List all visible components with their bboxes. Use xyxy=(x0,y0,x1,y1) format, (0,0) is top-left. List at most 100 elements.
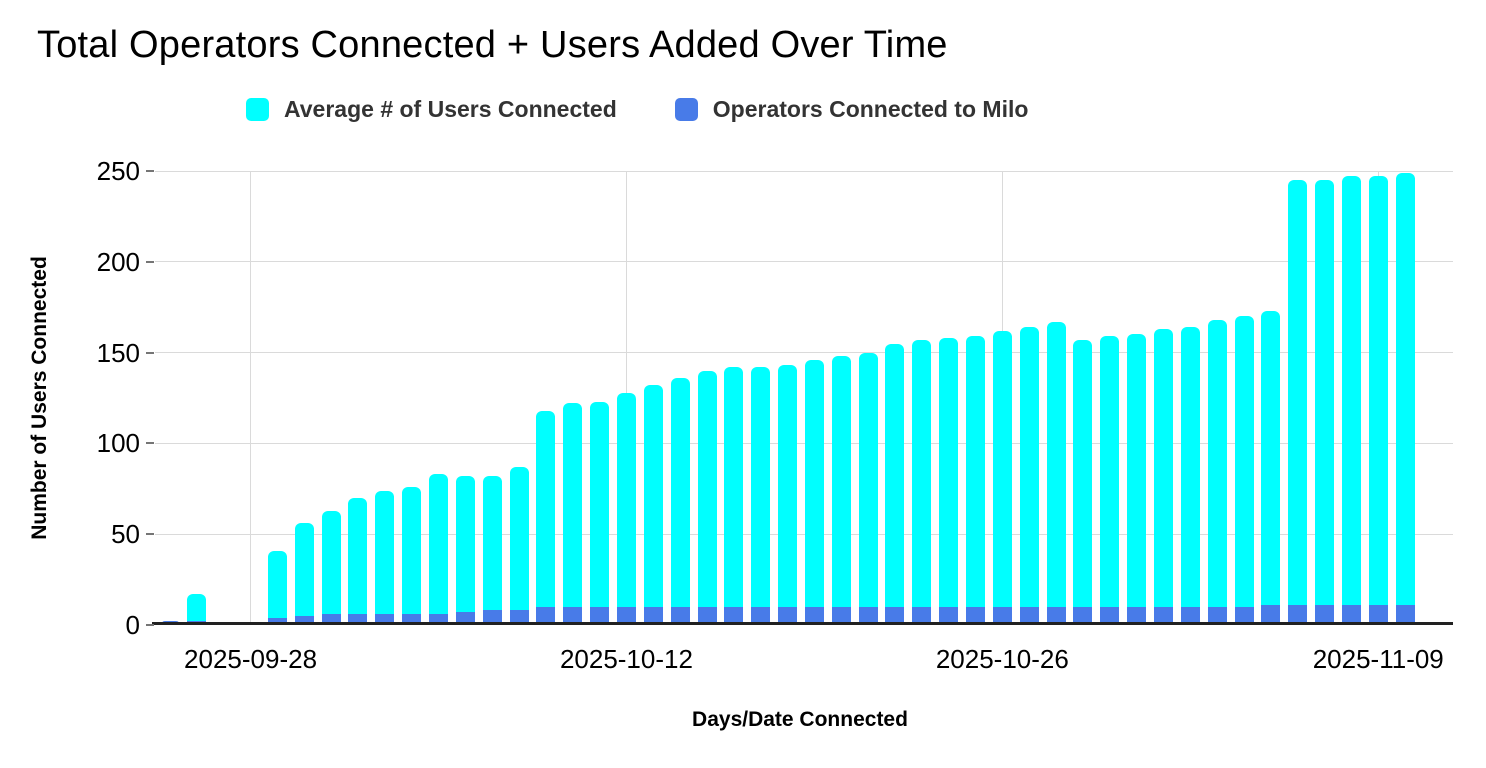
bar-segment-users[interactable] xyxy=(1073,339,1093,607)
bar-segment-users[interactable] xyxy=(1046,321,1066,607)
users-series-swatch xyxy=(246,98,269,121)
bar-segment-operators[interactable] xyxy=(429,614,448,625)
bar-segment-users[interactable] xyxy=(429,474,448,615)
bar-segment-users[interactable] xyxy=(1019,327,1039,607)
bar-segment-users[interactable] xyxy=(1100,336,1120,607)
bar-segment-users[interactable] xyxy=(321,510,341,615)
chart-title: Total Operators Connected + Users Added … xyxy=(37,24,948,66)
bar-segment-users[interactable] xyxy=(885,343,905,607)
bar-segment-users[interactable] xyxy=(912,339,932,607)
bar-segment-users[interactable] xyxy=(778,365,798,607)
bar-segment-users[interactable] xyxy=(804,359,824,607)
bar-segment-operators[interactable] xyxy=(1046,606,1066,625)
bar-segment-users[interactable] xyxy=(509,467,529,611)
y-axis-title: Number of Users Connected xyxy=(28,256,51,540)
bar-segment-operators[interactable] xyxy=(455,612,475,625)
bar-segment-users[interactable] xyxy=(348,497,368,615)
legend-item-operators[interactable]: Operators Connected to Milo xyxy=(674,96,1028,123)
y-tick-label: 100 xyxy=(96,428,140,459)
bar-segment-users[interactable] xyxy=(1315,180,1335,606)
bar-segment-users[interactable] xyxy=(375,490,395,615)
bar-segment-operators[interactable] xyxy=(724,606,744,625)
bar-segment-operators[interactable] xyxy=(1341,605,1361,625)
bar-segment-operators[interactable] xyxy=(1127,606,1147,625)
bar-segment-operators[interactable] xyxy=(912,606,932,625)
bar-segment-users[interactable] xyxy=(831,356,851,607)
bar-segment-operators[interactable] xyxy=(992,606,1012,625)
bar-segment-users[interactable] xyxy=(455,476,475,613)
bar-segment-operators[interactable] xyxy=(804,606,824,625)
bar-segment-users[interactable] xyxy=(1180,327,1200,607)
bar-segment-users[interactable] xyxy=(1261,310,1281,606)
bar-segment-operators[interactable] xyxy=(966,606,985,625)
legend-item-users[interactable]: Average # of Users Connected xyxy=(246,96,617,123)
bar-segment-users[interactable] xyxy=(643,385,663,607)
bar-segment-users[interactable] xyxy=(1368,176,1388,606)
bar-segment-operators[interactable] xyxy=(670,606,690,625)
bar-segment-operators[interactable] xyxy=(267,617,287,625)
bar-segment-operators[interactable] xyxy=(536,606,556,625)
bar-segment-operators[interactable] xyxy=(402,614,422,625)
bar-segment-operators[interactable] xyxy=(778,606,798,625)
bar-segment-operators[interactable] xyxy=(509,610,529,625)
bar-segment-operators[interactable] xyxy=(1180,606,1200,625)
bar-segment-users[interactable] xyxy=(616,392,636,607)
bar-segment-operators[interactable] xyxy=(1019,606,1039,625)
bar-segment-users[interactable] xyxy=(670,378,690,607)
bar-segment-operators[interactable] xyxy=(563,606,583,625)
bar-segment-users[interactable] xyxy=(992,330,1012,607)
bar-segment-operators[interactable] xyxy=(1207,606,1227,625)
bar-segment-users[interactable] xyxy=(590,401,610,607)
bar-segment-operators[interactable] xyxy=(751,606,771,625)
bar-segment-users[interactable] xyxy=(187,594,207,622)
bar-segment-users[interactable] xyxy=(482,476,502,611)
bar-segment-users[interactable] xyxy=(697,370,717,607)
bar-segment-users[interactable] xyxy=(858,352,878,607)
bar-segment-operators[interactable] xyxy=(321,614,341,625)
bar-segment-operators[interactable] xyxy=(482,610,502,625)
bar-segment-operators[interactable] xyxy=(939,606,959,625)
bar-segment-users[interactable] xyxy=(724,367,744,607)
bar-segment-operators[interactable] xyxy=(1073,606,1093,625)
bar-segment-operators[interactable] xyxy=(1288,605,1308,625)
bar-segment-operators[interactable] xyxy=(375,614,395,625)
bar-segment-users[interactable] xyxy=(966,336,985,607)
bar-segment-operators[interactable] xyxy=(590,606,610,625)
legend-label-users: Average # of Users Connected xyxy=(284,96,617,122)
bar-segment-users[interactable] xyxy=(1234,316,1254,607)
bar-segment-users[interactable] xyxy=(939,338,959,607)
bar-segment-users[interactable] xyxy=(294,523,314,616)
bar-segment-users[interactable] xyxy=(1207,319,1227,607)
bar-segment-users[interactable] xyxy=(751,367,771,607)
y-tick-label: 200 xyxy=(96,246,140,277)
gridline-y xyxy=(155,352,1453,354)
bar-segment-users[interactable] xyxy=(536,410,556,607)
bar-segment-users[interactable] xyxy=(1153,329,1173,607)
bar-segment-operators[interactable] xyxy=(1395,605,1415,625)
bar-segment-operators[interactable] xyxy=(1261,605,1281,625)
bar-segment-operators[interactable] xyxy=(831,606,851,625)
bar-segment-users[interactable] xyxy=(1127,334,1147,607)
bar-segment-operators[interactable] xyxy=(697,606,717,625)
bar-segment-operators[interactable] xyxy=(1153,606,1173,625)
bar-segment-users[interactable] xyxy=(1341,176,1361,606)
bar-segment-operators[interactable] xyxy=(885,606,905,625)
bar-segment-operators[interactable] xyxy=(1315,605,1335,625)
bar-segment-users[interactable] xyxy=(1288,180,1308,606)
bar-segment-users[interactable] xyxy=(267,550,287,618)
operators-series-swatch xyxy=(674,98,698,121)
bar-segment-operators[interactable] xyxy=(294,615,314,625)
y-tick-label: 50 xyxy=(111,519,140,550)
bar-segment-operators[interactable] xyxy=(616,606,636,625)
bar-segment-operators[interactable] xyxy=(348,614,368,625)
bar-segment-users[interactable] xyxy=(563,403,583,607)
x-tick-label: 2025-11-09 xyxy=(1312,644,1444,674)
bar-segment-users[interactable] xyxy=(402,487,422,615)
bar-segment-users[interactable] xyxy=(1395,172,1415,606)
bar-segment-operators[interactable] xyxy=(858,606,878,625)
bar-segment-operators[interactable] xyxy=(643,606,663,625)
bar-segment-operators[interactable] xyxy=(1368,605,1388,625)
bar-segment-operators[interactable] xyxy=(1234,606,1254,625)
bar-segment-operators[interactable] xyxy=(1100,606,1120,625)
